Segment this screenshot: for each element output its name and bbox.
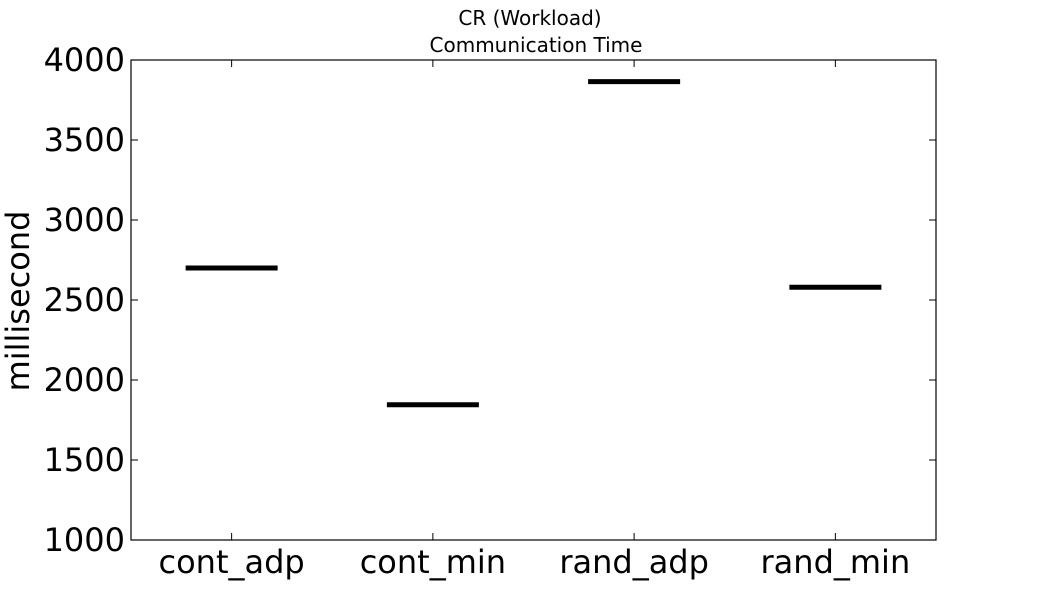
- plot-frame: [130, 59, 937, 541]
- y-tick-label: 2500: [44, 281, 125, 319]
- y-axis-label: millisecond: [0, 211, 37, 392]
- data-marks: [185, 79, 882, 408]
- y-tick-label: 1500: [44, 441, 125, 479]
- x-tick-label: rand_adp: [559, 543, 709, 581]
- y-tick-label: 3000: [44, 201, 125, 239]
- x-tick-label: cont_min: [360, 543, 506, 581]
- axis-ticks: 1000 1500 2000 2500 3000 3500 4000 cont_adp cont…: [44, 41, 936, 581]
- y-tick-label: 4000: [44, 41, 125, 79]
- chart-subtitle: Communication Time: [430, 33, 643, 57]
- y-tick-label: 2000: [44, 361, 125, 399]
- x-tick-label: rand_min: [761, 543, 911, 581]
- y-tick-label: 1000: [44, 521, 125, 559]
- chart-title: CR (Workload): [458, 6, 601, 30]
- y-tick-label: 3500: [44, 121, 125, 159]
- x-tick-label: cont_adp: [159, 543, 305, 581]
